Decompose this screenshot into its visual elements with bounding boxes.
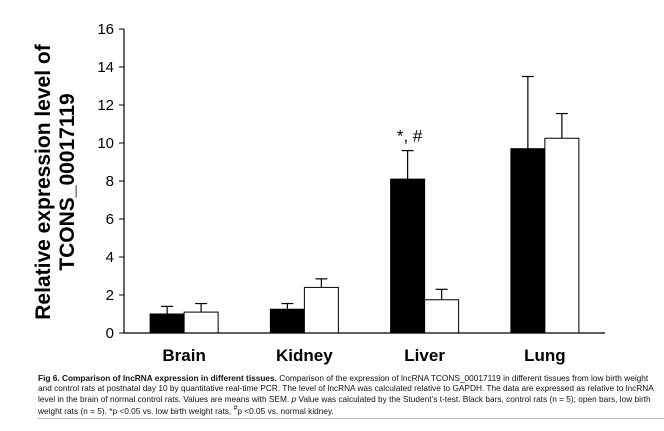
y-tick-label: 8: [106, 173, 114, 190]
bar-liver-series-1: [390, 178, 426, 334]
figure-caption: Fig 6. Comparison of lncRNA expression i…: [38, 373, 660, 416]
y-tick-label: 6: [106, 211, 114, 228]
error-bars: [161, 75, 568, 314]
caption-divider: [38, 418, 664, 419]
y-tick-label: 16: [97, 21, 114, 38]
bar-liver-series-2: [424, 299, 460, 334]
y-axis-label-line1: Relative expression level of: [32, 43, 55, 319]
caption-text-3: p <0.05 vs. normal kidney.: [237, 405, 334, 416]
caption-hash-superscript: #: [233, 405, 238, 413]
caption-title: Fig 6. Comparison of lncRNA expression i…: [38, 373, 277, 383]
x-category-label: Lung: [524, 346, 566, 365]
y-tick-label: 4: [106, 249, 114, 266]
x-category-label: Kidney: [276, 346, 333, 365]
y-tick-label: 2: [106, 287, 114, 304]
axes: [123, 29, 605, 334]
caption-p-italic: p: [291, 393, 297, 404]
x-category-label: Liver: [404, 346, 445, 365]
y-tick-label: 10: [97, 135, 114, 152]
y-axis-label-line2: TCONS_00017119: [56, 93, 79, 270]
y-tick-label: 14: [97, 59, 114, 76]
bar-chart: Relative expression level of TCONS_00017…: [32, 21, 605, 365]
y-tick-label: 0: [106, 325, 114, 342]
caption-text-2: Value was calculated by the Student’s t-…: [38, 393, 651, 416]
x-category-label: Brain: [162, 346, 205, 365]
caption-text-1: Comparison of the expression of lncRNA T…: [38, 373, 654, 404]
significance-annotation: *, #: [397, 127, 423, 146]
bars: [149, 137, 580, 334]
bar-kidney-series-2: [303, 286, 339, 334]
bar-kidney-series-1: [269, 308, 305, 334]
bar-brain-series-1: [149, 313, 185, 334]
y-tick-label: 12: [97, 97, 114, 114]
annotations: *, #: [397, 127, 423, 146]
x-axis-categories: Brain Kidney Liver Lung: [162, 346, 565, 365]
bar-brain-series-2: [183, 311, 219, 334]
y-axis-label: Relative expression level of TCONS_00017…: [32, 43, 79, 319]
bar-lung-series-2: [544, 137, 580, 334]
y-axis-ticks: 0 2 4 6 8 10 12 14 16: [97, 21, 124, 342]
bar-lung-series-1: [510, 148, 546, 334]
